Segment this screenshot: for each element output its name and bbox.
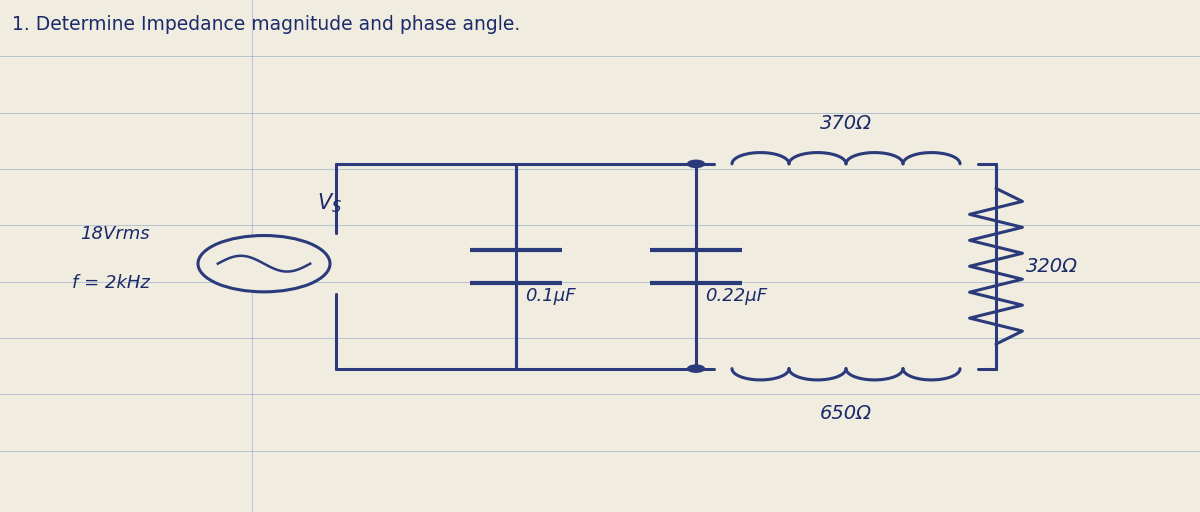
Text: f = 2kHz: f = 2kHz — [72, 274, 150, 292]
Text: 0.1μF: 0.1μF — [526, 287, 576, 305]
Text: 370Ω: 370Ω — [820, 114, 872, 133]
Text: 0.22μF: 0.22μF — [706, 287, 768, 305]
Text: V$_S$: V$_S$ — [317, 191, 343, 215]
Text: 650Ω: 650Ω — [820, 404, 872, 423]
Circle shape — [688, 160, 704, 167]
Circle shape — [198, 236, 330, 292]
Text: 18Vrms: 18Vrms — [80, 225, 150, 243]
Circle shape — [688, 365, 704, 372]
Text: 1. Determine Impedance magnitude and phase angle.: 1. Determine Impedance magnitude and pha… — [12, 15, 521, 34]
Text: 320Ω: 320Ω — [1026, 257, 1078, 276]
